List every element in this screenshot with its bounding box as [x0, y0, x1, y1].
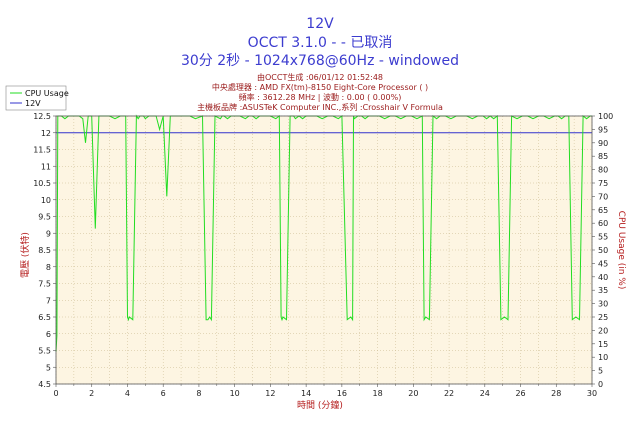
chart-title: 12V: [306, 16, 334, 32]
y-right-tick-label: 95: [598, 125, 608, 134]
info-line-2: 中央處理器 : AMD FX(tm)-8150 Eight-Core Proce…: [212, 82, 428, 92]
y-right-tick-label: 50: [598, 246, 608, 255]
y-left-tick-label: 5: [46, 363, 51, 372]
info-line-3: 頻率 : 3612.28 MHz | 波動 : 0.00 ( 0.00%): [239, 92, 402, 102]
y-left-tick-label: 7: [46, 296, 51, 305]
y-right-tick-label: 90: [598, 139, 608, 148]
x-axis-label: 時間 (分鐘): [297, 399, 343, 411]
y-left-tick-label: 4.5: [38, 380, 51, 389]
x-tick-label: 18: [373, 389, 383, 398]
x-tick-label: 22: [444, 389, 454, 398]
y-left-axis-ticks: 4.5 5 5.5 6 6.5 7 7.5 8 8.5 9 9.5 10 10.5 11 11.5 12 12.…: [33, 112, 56, 389]
y-right-tick-label: 75: [598, 179, 608, 188]
x-tick-label: 6: [161, 389, 166, 398]
y-left-tick-label: 9: [46, 229, 51, 238]
y-right-tick-label: 5: [598, 367, 603, 376]
y-right-tick-label: 55: [598, 233, 608, 242]
x-axis-ticks: 0 2 4 6 8 10 12 14 16 18 20 22 24 26 28 30: [53, 384, 597, 398]
legend: CPU Usage 12V: [5, 85, 69, 111]
y-right-tick-label: 0: [598, 380, 603, 389]
y-right-tick-label: 100: [598, 112, 613, 121]
y-left-tick-label: 8: [46, 263, 51, 272]
y-left-tick-label: 11.5: [33, 146, 51, 155]
y-right-tick-label: 70: [598, 192, 608, 201]
y-left-axis-label: 電壓 (伏特): [19, 232, 31, 278]
y-right-tick-label: 85: [598, 152, 608, 161]
y-right-tick-label: 10: [598, 353, 608, 362]
y-right-tick-label: 45: [598, 259, 608, 268]
y-left-tick-label: 6: [46, 330, 51, 339]
y-left-tick-label: 11: [41, 162, 51, 171]
chart-subtitle-1: OCCT 3.1.0 - - 已取消: [248, 35, 393, 51]
y-left-tick-label: 12.5: [33, 112, 51, 121]
legend-cpu-label: CPU Usage: [25, 89, 69, 98]
y-right-tick-label: 35: [598, 286, 608, 295]
x-tick-label: 2: [89, 389, 94, 398]
y-left-tick-label: 9.5: [38, 213, 51, 222]
series-layer: [55, 114, 592, 352]
x-tick-label: 8: [196, 389, 201, 398]
y-right-tick-label: 80: [598, 166, 608, 175]
y-left-tick-label: 6.5: [38, 313, 51, 322]
y-left-tick-label: 12: [41, 129, 51, 138]
y-right-tick-label: 60: [598, 219, 608, 228]
legend-12v-label: 12V: [25, 99, 41, 108]
x-tick-label: 14: [301, 389, 311, 398]
chart-subtitle-2: 30分 2秒 - 1024x768@60Hz - windowed: [181, 53, 459, 69]
y-right-tick-label: 25: [598, 313, 608, 322]
x-tick-label: 30: [587, 389, 597, 398]
x-tick-label: 24: [480, 389, 490, 398]
y-left-tick-label: 8.5: [38, 246, 51, 255]
info-line-1: 由OCCT生成 :06/01/12 01:52:48: [257, 72, 383, 82]
y-right-axis-label: CPU Usage (in %): [616, 211, 626, 290]
y-left-tick-label: 7.5: [38, 280, 51, 289]
x-tick-label: 4: [125, 389, 130, 398]
x-tick-label: 16: [337, 389, 347, 398]
y-right-tick-label: 40: [598, 273, 608, 282]
y-left-tick-label: 10: [41, 196, 51, 205]
plot-frame: [55, 115, 593, 385]
x-tick-label: 26: [515, 389, 525, 398]
series-line-cpu-usage: [55, 114, 592, 352]
y-right-tick-label: 15: [598, 340, 608, 349]
x-tick-label: 10: [230, 389, 240, 398]
y-left-tick-label: 10.5: [33, 179, 51, 188]
x-tick-label: 12: [265, 389, 275, 398]
y-right-tick-label: 30: [598, 300, 608, 309]
y-right-tick-label: 65: [598, 206, 608, 215]
x-tick-label: 20: [408, 389, 418, 398]
y-right-axis-ticks: 0 5 10 15 20 25 30 35 40 45 50 55 60 65 70 75 80 85 90 95 10…: [592, 112, 613, 389]
x-tick-label: 0: [53, 389, 58, 398]
y-right-tick-label: 20: [598, 326, 608, 335]
legend-box: [5, 85, 67, 111]
y-left-tick-label: 5.5: [38, 347, 51, 356]
info-line-4: 主機板品牌 :ASUSTeK Computer INC.,系列 :Crossha…: [197, 102, 443, 112]
x-tick-label: 28: [551, 389, 561, 398]
